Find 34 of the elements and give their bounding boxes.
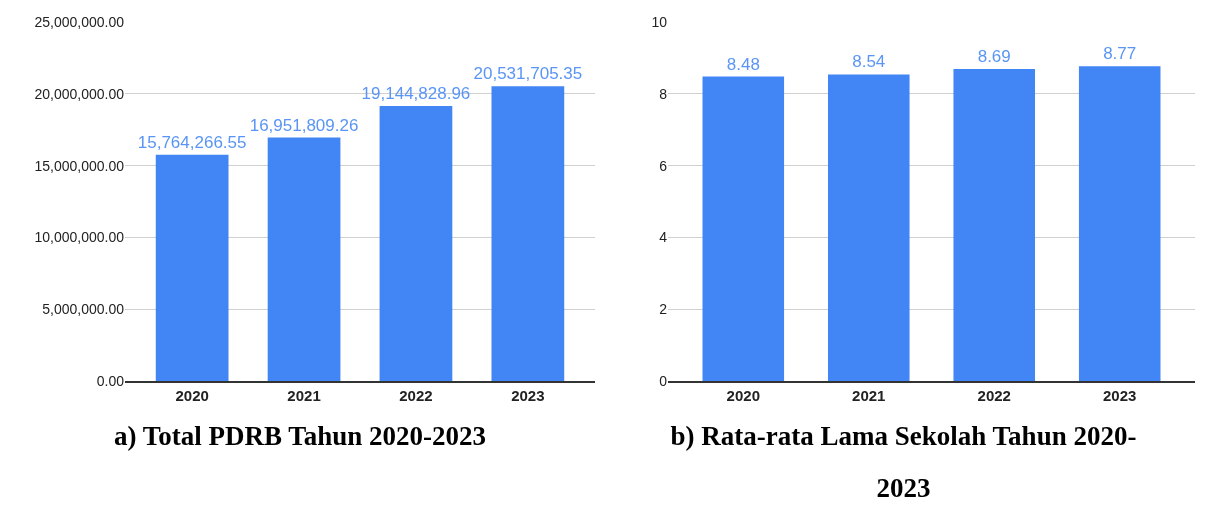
y-tick-label: 20,000,000.00: [34, 85, 125, 102]
y-tick-label: 0: [659, 372, 668, 389]
y-tick-label: 5,000,000.00: [42, 301, 125, 318]
y-tick-label: 10,000,000.00: [34, 229, 125, 246]
data-label: 8.77: [1103, 44, 1137, 64]
x-tick-label: 2021: [852, 386, 886, 404]
y-tick-label: 2: [659, 301, 668, 318]
x-tick-label: 2020: [726, 386, 760, 404]
data-label: 20,531,705.35: [473, 64, 583, 84]
bar: [155, 154, 229, 381]
x-tick-label: 2021: [287, 386, 321, 404]
x-tick-label: 2023: [511, 386, 545, 404]
y-tick-label: 10: [651, 13, 668, 30]
bar: [491, 86, 565, 381]
data-label: 15,764,266.55: [137, 132, 247, 152]
text: b) Rata-rata Lama Sekolah Tahun 2020-2023: [669, 420, 1138, 505]
bar: [267, 137, 341, 381]
y-tick-label: 6: [659, 157, 668, 174]
text: a) Total PDRB Tahun 2020-2023: [112, 420, 488, 453]
data-label: 19,144,828.96: [361, 84, 471, 104]
bar: [379, 106, 453, 381]
data-label: 16,951,809.26: [249, 115, 359, 135]
y-tick-label: 0.00: [96, 372, 125, 389]
y-tick-label: 8: [659, 85, 668, 102]
data-label: 8.69: [977, 47, 1011, 67]
x-tick-label: 2022: [399, 386, 433, 404]
y-tick-label: 4: [659, 229, 668, 246]
x-tick-label: 2023: [1103, 386, 1137, 404]
x-tick-label: 2020: [175, 386, 209, 404]
data-label: 8.54: [852, 52, 886, 72]
y-tick-label: 25,000,000.00: [34, 13, 125, 30]
x-tick-label: 2022: [977, 386, 1011, 404]
y-tick-label: 15,000,000.00: [34, 157, 125, 174]
data-label: 8.48: [726, 54, 760, 74]
